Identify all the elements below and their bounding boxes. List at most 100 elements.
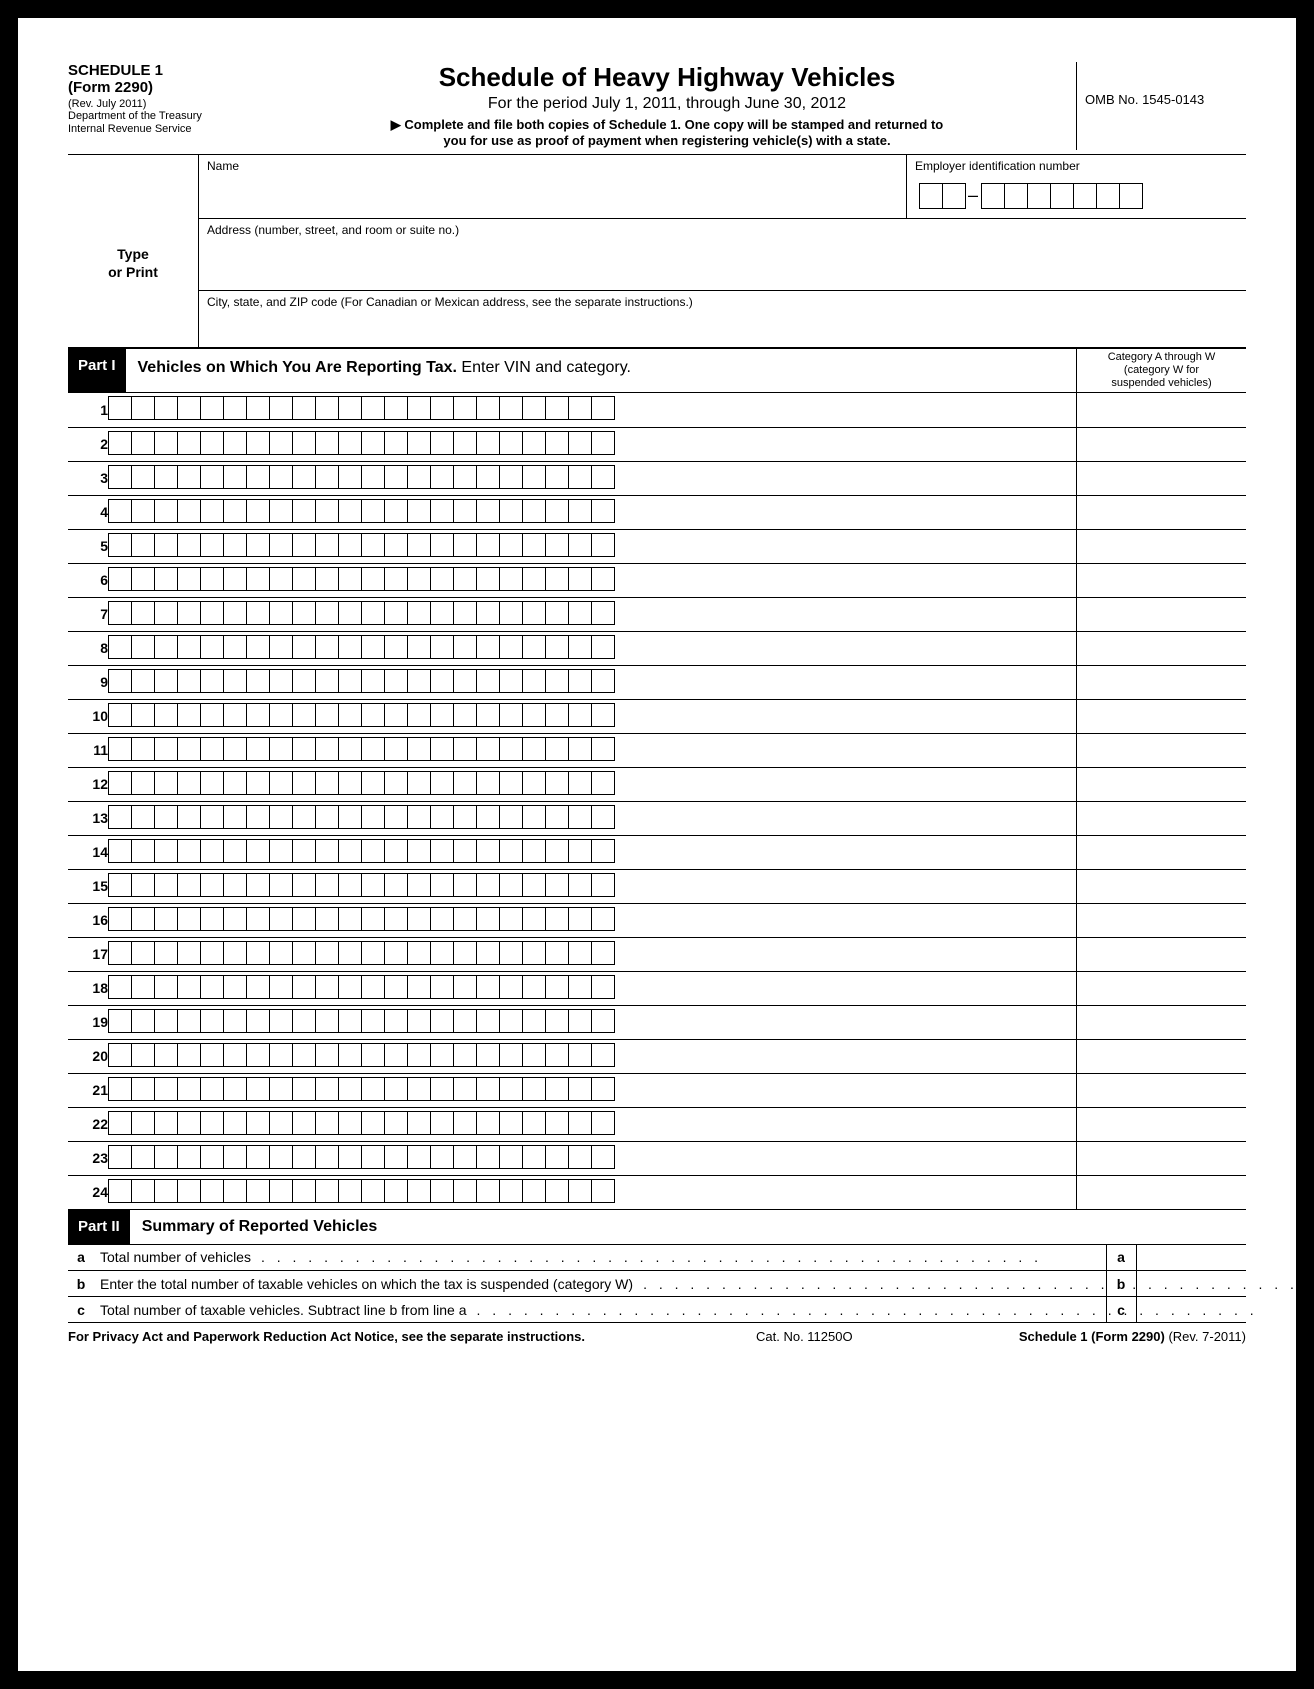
vin-input[interactable] xyxy=(108,1073,1075,1107)
vin-char-box[interactable] xyxy=(522,431,546,455)
vin-char-box[interactable] xyxy=(522,839,546,863)
address-field[interactable]: Address (number, street, and room or sui… xyxy=(199,219,1246,291)
vin-char-box[interactable] xyxy=(269,873,293,897)
vin-char-box[interactable] xyxy=(522,1077,546,1101)
vin-char-box[interactable] xyxy=(292,703,316,727)
vin-char-box[interactable] xyxy=(292,533,316,557)
vin-char-box[interactable] xyxy=(545,533,569,557)
category-input[interactable] xyxy=(1076,1039,1246,1073)
vin-input[interactable] xyxy=(108,1141,1075,1175)
vin-char-box[interactable] xyxy=(338,635,362,659)
vin-char-box[interactable] xyxy=(430,805,454,829)
vin-char-box[interactable] xyxy=(292,635,316,659)
vin-char-box[interactable] xyxy=(545,567,569,591)
vin-char-box[interactable] xyxy=(223,669,247,693)
vin-char-box[interactable] xyxy=(338,805,362,829)
category-input[interactable] xyxy=(1076,393,1246,427)
vin-input[interactable] xyxy=(108,529,1075,563)
vin-char-box[interactable] xyxy=(315,941,339,965)
vin-char-box[interactable] xyxy=(315,1111,339,1135)
vin-char-box[interactable] xyxy=(430,465,454,489)
vin-char-box[interactable] xyxy=(545,396,569,420)
vin-char-box[interactable] xyxy=(430,703,454,727)
vin-char-box[interactable] xyxy=(591,499,615,523)
vin-char-box[interactable] xyxy=(246,873,270,897)
vin-char-box[interactable] xyxy=(200,839,224,863)
vin-char-box[interactable] xyxy=(315,669,339,693)
vin-char-box[interactable] xyxy=(338,1145,362,1169)
vin-char-box[interactable] xyxy=(200,431,224,455)
vin-char-box[interactable] xyxy=(200,499,224,523)
name-field[interactable]: Name xyxy=(199,155,906,219)
vin-char-box[interactable] xyxy=(407,975,431,999)
vin-char-box[interactable] xyxy=(568,1111,592,1135)
vin-char-box[interactable] xyxy=(269,1145,293,1169)
vin-char-box[interactable] xyxy=(430,907,454,931)
vin-char-box[interactable] xyxy=(269,1111,293,1135)
vin-char-box[interactable] xyxy=(522,771,546,795)
vin-char-box[interactable] xyxy=(522,1111,546,1135)
vin-input[interactable] xyxy=(108,393,1075,427)
vin-char-box[interactable] xyxy=(361,907,385,931)
vin-char-box[interactable] xyxy=(108,975,132,999)
vin-char-box[interactable] xyxy=(269,635,293,659)
category-input[interactable] xyxy=(1076,461,1246,495)
vin-char-box[interactable] xyxy=(430,396,454,420)
vin-input[interactable] xyxy=(108,665,1075,699)
vin-char-box[interactable] xyxy=(499,635,523,659)
vin-char-box[interactable] xyxy=(108,396,132,420)
vin-char-box[interactable] xyxy=(246,601,270,625)
vin-char-box[interactable] xyxy=(568,465,592,489)
vin-char-box[interactable] xyxy=(361,1009,385,1033)
vin-char-box[interactable] xyxy=(154,635,178,659)
vin-char-box[interactable] xyxy=(361,396,385,420)
vin-char-box[interactable] xyxy=(545,1043,569,1067)
vin-char-box[interactable] xyxy=(223,1179,247,1203)
vin-char-box[interactable] xyxy=(499,771,523,795)
vin-char-box[interactable] xyxy=(545,669,569,693)
vin-char-box[interactable] xyxy=(223,703,247,727)
vin-char-box[interactable] xyxy=(476,601,500,625)
category-input[interactable] xyxy=(1076,563,1246,597)
vin-char-box[interactable] xyxy=(407,1145,431,1169)
vin-char-box[interactable] xyxy=(269,907,293,931)
vin-char-box[interactable] xyxy=(108,737,132,761)
vin-char-box[interactable] xyxy=(407,1009,431,1033)
category-input[interactable] xyxy=(1076,971,1246,1005)
vin-char-box[interactable] xyxy=(269,1179,293,1203)
vin-char-box[interactable] xyxy=(476,567,500,591)
vin-char-box[interactable] xyxy=(384,499,408,523)
vin-char-box[interactable] xyxy=(545,703,569,727)
category-input[interactable] xyxy=(1076,835,1246,869)
vin-char-box[interactable] xyxy=(269,396,293,420)
vin-char-box[interactable] xyxy=(338,1077,362,1101)
vin-char-box[interactable] xyxy=(522,1145,546,1169)
vin-char-box[interactable] xyxy=(154,805,178,829)
vin-char-box[interactable] xyxy=(177,431,201,455)
vin-char-box[interactable] xyxy=(246,1111,270,1135)
vin-char-box[interactable] xyxy=(223,465,247,489)
vin-char-box[interactable] xyxy=(545,839,569,863)
vin-char-box[interactable] xyxy=(384,533,408,557)
vin-char-box[interactable] xyxy=(269,975,293,999)
vin-char-box[interactable] xyxy=(269,669,293,693)
vin-char-box[interactable] xyxy=(315,873,339,897)
vin-char-box[interactable] xyxy=(246,771,270,795)
vin-char-box[interactable] xyxy=(407,737,431,761)
vin-char-box[interactable] xyxy=(200,873,224,897)
vin-char-box[interactable] xyxy=(453,873,477,897)
vin-char-box[interactable] xyxy=(131,465,155,489)
vin-char-box[interactable] xyxy=(246,669,270,693)
vin-char-box[interactable] xyxy=(453,431,477,455)
vin-char-box[interactable] xyxy=(476,1043,500,1067)
vin-char-box[interactable] xyxy=(292,431,316,455)
vin-char-box[interactable] xyxy=(246,635,270,659)
vin-char-box[interactable] xyxy=(108,1009,132,1033)
vin-char-box[interactable] xyxy=(568,567,592,591)
vin-char-box[interactable] xyxy=(177,533,201,557)
vin-char-box[interactable] xyxy=(108,805,132,829)
ein-box[interactable] xyxy=(1119,183,1143,209)
vin-char-box[interactable] xyxy=(522,601,546,625)
vin-char-box[interactable] xyxy=(154,737,178,761)
vin-char-box[interactable] xyxy=(591,1179,615,1203)
